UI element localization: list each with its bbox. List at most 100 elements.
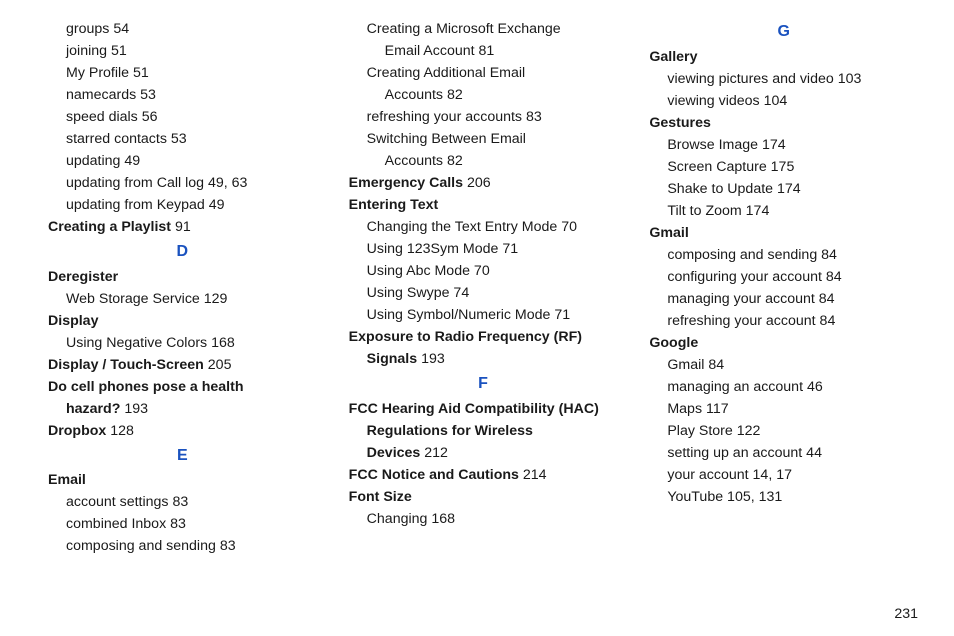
index-entry: Play Store 122 (667, 420, 918, 442)
index-entry: YouTube 105, 131 (667, 486, 918, 508)
index-column-2: Creating a Microsoft ExchangeEmail Accou… (349, 18, 618, 618)
index-entry: account settings 83 (66, 491, 317, 513)
index-entry-text: Devices (367, 445, 421, 461)
index-entry-text: combined Inbox (66, 516, 166, 532)
index-entry-text: Creating Additional Email (367, 65, 526, 81)
index-entry-text: Gestures (649, 115, 711, 131)
index-entry: Deregister (48, 266, 317, 288)
index-entry-text: groups (66, 21, 109, 37)
index-entry-page: 84 (822, 269, 842, 285)
index-entry: Signals 193 (367, 348, 618, 370)
index-column-3: GGalleryviewing pictures and video 103vi… (649, 18, 918, 618)
index-entry-text: your account (667, 467, 748, 483)
index-entry: Accounts 82 (385, 150, 618, 172)
index-entry-page: 104 (760, 93, 788, 109)
index-entry-page: 49 (120, 153, 140, 169)
index-entry-page: 51 (107, 43, 127, 59)
index-entry-text: Using Symbol/Numeric Mode (367, 307, 551, 323)
index-entry: groups 54 (66, 18, 317, 40)
index-entry-text: Dropbox (48, 423, 106, 439)
index-entry-page: 49 (205, 197, 225, 213)
index-entry-page: 131 (755, 489, 783, 505)
index-entry-page: 84 (817, 247, 837, 263)
index-entry-text: Gmail (649, 225, 688, 241)
index-entry: configuring your account 84 (667, 266, 918, 288)
index-entry: your account 14, 17 (667, 464, 918, 486)
index-entry-page: 17 (772, 467, 792, 483)
index-entry-text: Accounts (385, 87, 443, 103)
index-entry: Accounts 82 (385, 84, 618, 106)
index-entry-page: 91 (171, 219, 191, 235)
index-entry: Regulations for Wireless (367, 420, 618, 442)
index-entry-text: viewing pictures and video (667, 71, 833, 87)
index-entry: refreshing your accounts 83 (367, 106, 618, 128)
index-entry-page: 193 (120, 401, 148, 417)
index-entry: Changing the Text Entry Mode 70 (367, 216, 618, 238)
index-entry-page: 83 (166, 516, 186, 532)
index-entry: Switching Between Email (367, 128, 618, 150)
index-entry: Changing 168 (367, 508, 618, 530)
index-entry: Screen Capture 175 (667, 156, 918, 178)
index-entry: setting up an account 44 (667, 442, 918, 464)
index-entry-page: 71 (550, 307, 570, 323)
index-entry-page: 83 (522, 109, 542, 125)
index-entry-text: Gmail (667, 357, 704, 373)
index-entry-text: Changing the Text Entry Mode (367, 219, 558, 235)
index-entry: Creating a Microsoft Exchange (367, 18, 618, 40)
index-entry-text: Changing (367, 511, 428, 527)
index-entry-page: 71 (498, 241, 518, 257)
index-letter-heading: D (48, 239, 317, 265)
index-entry-text: YouTube (667, 489, 723, 505)
index-entry-page: 117 (702, 401, 729, 417)
index-entry-page: 81 (475, 43, 495, 59)
index-entry-page: 56 (138, 109, 158, 125)
index-entry-page: 53 (167, 131, 187, 147)
index-entry-text: Display / Touch-Screen (48, 357, 204, 373)
index-entry-page: 53 (136, 87, 156, 103)
index-entry-page: 175 (767, 159, 795, 175)
index-entry-text: Maps (667, 401, 702, 417)
index-entry-page: 128 (106, 423, 134, 439)
index-entry: Creating Additional Email (367, 62, 618, 84)
index-entry-text: Browse Image (667, 137, 758, 153)
index-entry-text: Signals (367, 351, 417, 367)
index-entry-text: speed dials (66, 109, 138, 125)
index-entry: Using Swype 74 (367, 282, 618, 304)
index-entry-text: viewing videos (667, 93, 759, 109)
index-entry-page: 206 (463, 175, 491, 191)
index-entry-text: Accounts (385, 153, 443, 169)
index-entry-text: FCC Notice and Cautions (349, 467, 519, 483)
index-entry-text: Regulations for Wireless (367, 423, 533, 439)
index-entry-text: Shake to Update (667, 181, 773, 197)
index-entry-text: refreshing your account (667, 313, 815, 329)
index-entry: viewing pictures and video 103 (667, 68, 918, 90)
index-entry-page: 70 (470, 263, 490, 279)
index-entry-text: Creating a Playlist (48, 219, 171, 235)
index-entry-page: 214 (519, 467, 547, 483)
index-entry-text: updating (66, 153, 120, 169)
index-entry: Emergency Calls 206 (349, 172, 618, 194)
index-entry-text: Web Storage Service (66, 291, 200, 307)
index-entry-text: Deregister (48, 269, 118, 285)
index-entry: combined Inbox 83 (66, 513, 317, 535)
index-entry: Exposure to Radio Frequency (RF) (349, 326, 618, 348)
index-entry: FCC Notice and Cautions 214 (349, 464, 618, 486)
index-entry: Dropbox 128 (48, 420, 317, 442)
index-column-1: groups 54joining 51My Profile 51namecard… (48, 18, 317, 618)
index-entry-page: 193 (417, 351, 445, 367)
index-entry-page: 84 (815, 291, 835, 307)
index-entry-text: configuring your account (667, 269, 822, 285)
index-entry-text: refreshing your accounts (367, 109, 522, 125)
index-entry: Using Negative Colors 168 (66, 332, 317, 354)
index-entry: Browse Image 174 (667, 134, 918, 156)
index-entry-text: composing and sending (667, 247, 817, 263)
index-entry-text: Tilt to Zoom (667, 203, 741, 219)
index-entry: managing your account 84 (667, 288, 918, 310)
index-columns: groups 54joining 51My Profile 51namecard… (48, 18, 918, 618)
index-entry-text: Gallery (649, 49, 697, 65)
index-entry-text: managing an account (667, 379, 803, 395)
index-entry-text: Using Swype (367, 285, 450, 301)
index-entry-text: FCC Hearing Aid Compatibility (HAC) (349, 401, 599, 417)
index-entry: Gmail 84 (667, 354, 918, 376)
index-entry: Google (649, 332, 918, 354)
